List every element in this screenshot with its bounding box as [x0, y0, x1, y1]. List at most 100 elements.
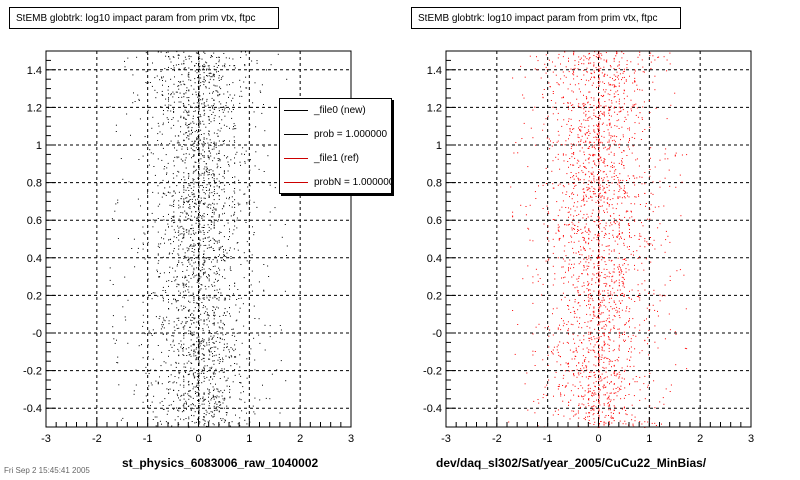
data-point: [200, 319, 202, 321]
data-point: [559, 356, 561, 357]
data-point: [648, 329, 650, 331]
data-point: [207, 257, 209, 259]
data-point: [605, 60, 607, 62]
data-point: [613, 172, 615, 174]
data-point: [522, 94, 524, 96]
data-point: [197, 373, 199, 375]
data-point: [588, 299, 590, 301]
data-point: [194, 82, 196, 84]
data-point: [215, 383, 216, 385]
data-point: [609, 94, 611, 96]
data-point: [598, 240, 600, 242]
data-point: [223, 349, 225, 351]
data-point: [225, 333, 227, 335]
data-point: [574, 232, 576, 234]
data-point: [188, 79, 190, 81]
data-point: [234, 363, 236, 364]
data-point: [578, 120, 580, 122]
data-point: [600, 293, 601, 295]
data-point: [196, 129, 197, 131]
data-point: [610, 306, 612, 308]
data-point: [563, 186, 565, 188]
data-point: [592, 414, 594, 416]
data-point: [234, 211, 236, 213]
data-point: [544, 63, 546, 65]
data-point: [189, 301, 191, 303]
data-point: [613, 268, 615, 270]
data-point: [598, 51, 600, 53]
data-point: [209, 192, 211, 194]
y-tick-label: -0.2: [23, 366, 42, 378]
data-point: [545, 183, 547, 184]
data-point: [198, 143, 200, 145]
data-point: [534, 106, 536, 108]
data-point: [587, 416, 589, 418]
data-point: [179, 92, 181, 94]
data-point: [608, 204, 610, 205]
data-point: [256, 60, 258, 62]
data-point: [218, 187, 220, 189]
data-point: [540, 77, 542, 79]
data-point: [603, 335, 605, 337]
data-point: [207, 393, 209, 395]
data-point: [182, 276, 183, 278]
data-point: [159, 203, 161, 205]
data-point: [198, 347, 200, 349]
data-point: [198, 299, 200, 301]
data-point: [249, 292, 251, 294]
data-point: [171, 335, 173, 337]
data-point: [598, 176, 600, 178]
data-point: [180, 126, 182, 128]
data-point: [271, 373, 273, 375]
data-point: [203, 256, 204, 258]
data-point: [569, 418, 571, 420]
data-point: [639, 389, 641, 391]
data-point: [580, 129, 582, 131]
data-point: [182, 282, 184, 284]
data-point: [611, 224, 613, 226]
data-point: [208, 169, 210, 171]
data-point: [234, 344, 236, 346]
data-point: [631, 414, 633, 416]
data-point: [242, 386, 244, 388]
data-point: [674, 154, 676, 156]
data-point: [570, 147, 572, 149]
data-point: [264, 324, 266, 326]
data-point: [605, 245, 607, 247]
data-point: [218, 61, 220, 63]
data-point: [198, 244, 200, 246]
data-point: [165, 52, 167, 54]
data-point: [603, 424, 605, 426]
data-point: [623, 294, 625, 296]
data-point: [562, 258, 564, 260]
data-point: [608, 82, 610, 84]
x-tick-label: -1: [143, 433, 153, 445]
data-point: [654, 206, 656, 208]
data-point: [591, 199, 593, 201]
data-point: [160, 71, 162, 72]
data-point: [586, 259, 588, 261]
data-point: [175, 362, 177, 364]
data-point: [172, 382, 174, 384]
data-point: [194, 140, 196, 142]
data-point: [597, 126, 599, 127]
data-point: [188, 89, 190, 91]
data-point: [553, 395, 554, 397]
data-point: [168, 121, 169, 123]
data-point: [202, 297, 204, 299]
data-point: [587, 392, 589, 394]
data-point: [173, 344, 175, 346]
data-point: [281, 236, 283, 238]
data-point: [206, 344, 208, 346]
data-point: [619, 317, 621, 319]
data-point: [203, 372, 205, 374]
data-point: [152, 116, 154, 118]
data-point: [599, 56, 601, 58]
data-point: [589, 231, 591, 233]
data-point: [188, 100, 190, 102]
data-point: [579, 323, 580, 325]
data-point: [566, 224, 568, 226]
data-point: [588, 412, 590, 414]
data-point: [598, 271, 600, 273]
data-point: [589, 132, 591, 134]
